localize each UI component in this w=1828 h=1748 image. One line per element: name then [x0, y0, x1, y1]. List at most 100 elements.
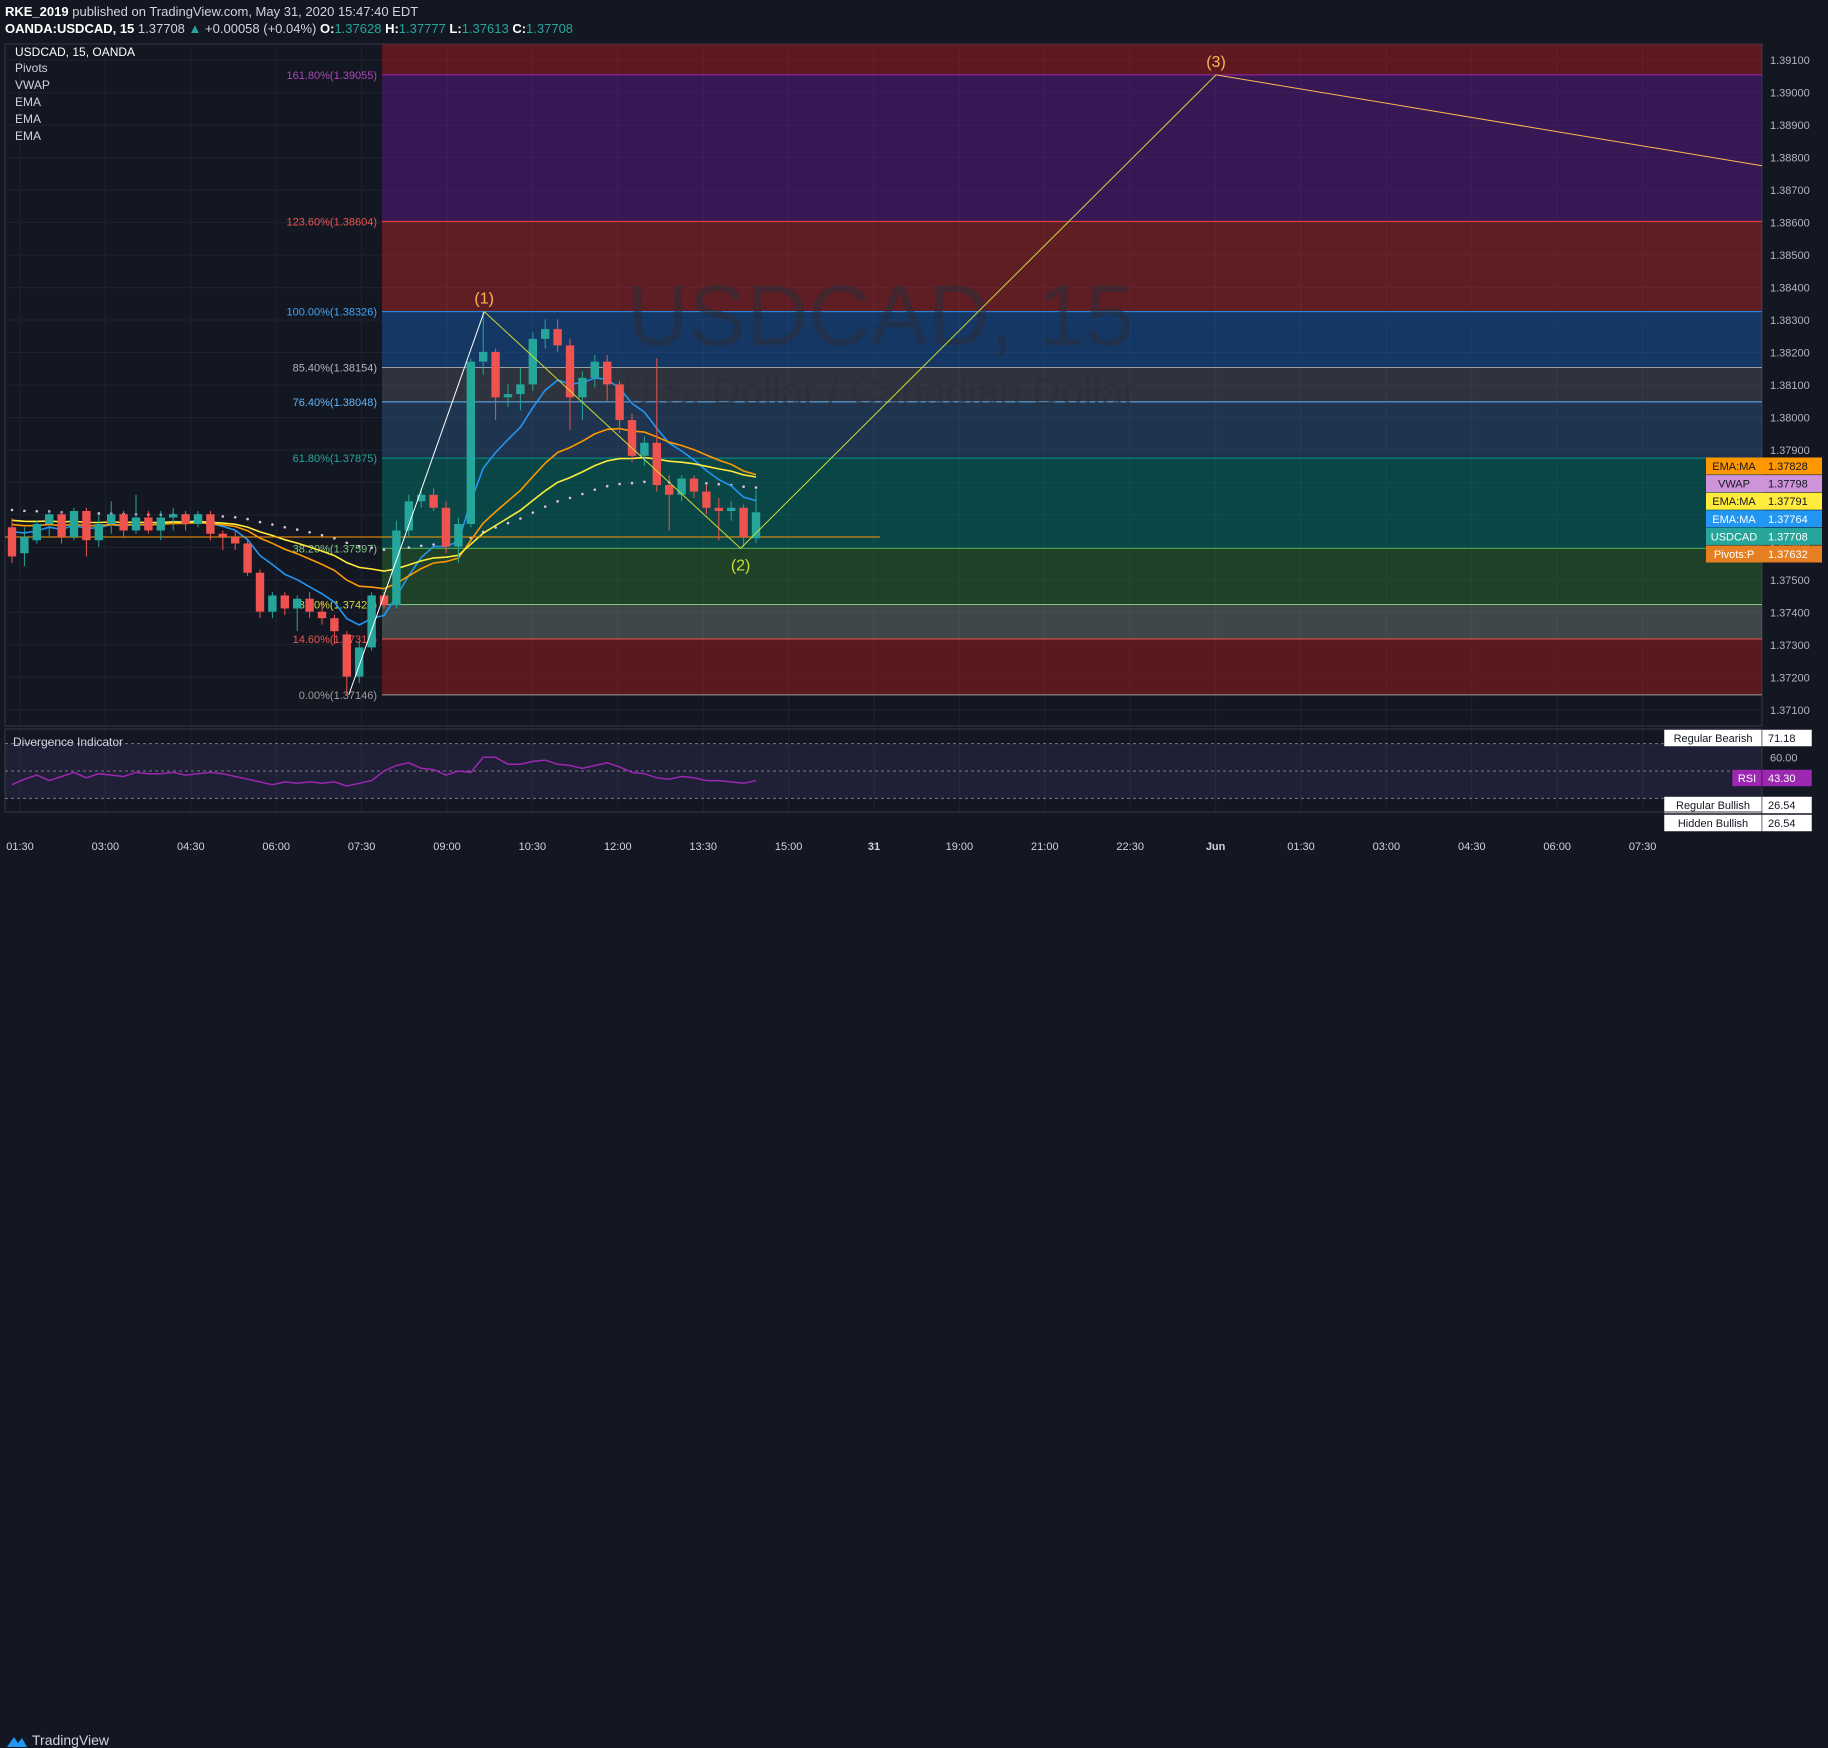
- candle-body[interactable]: [739, 507, 748, 537]
- candle-body[interactable]: [640, 442, 649, 456]
- candle-body[interactable]: [280, 595, 289, 609]
- fib-extension[interactable]: 0.00%(1.37146)14.60%(1.37318)23.60%(1.37…: [286, 44, 1762, 702]
- candle-body[interactable]: [392, 530, 401, 606]
- candle-body[interactable]: [330, 618, 339, 632]
- candle-body[interactable]: [218, 533, 227, 537]
- vwap-dot: [705, 482, 708, 485]
- candle-body[interactable]: [665, 485, 674, 495]
- candle-body[interactable]: [156, 517, 165, 531]
- candle-body[interactable]: [69, 511, 79, 537]
- candle-body[interactable]: [479, 351, 488, 362]
- candle-body[interactable]: [367, 595, 376, 648]
- candle-body[interactable]: [491, 351, 500, 398]
- candle-body[interactable]: [45, 514, 54, 524]
- vwap-dot: [643, 480, 646, 484]
- candle-body[interactable]: [206, 514, 215, 534]
- candle-body[interactable]: [20, 536, 29, 554]
- wave-label-3[interactable]: (3): [1206, 54, 1226, 71]
- candle-body[interactable]: [181, 514, 190, 524]
- candle-body[interactable]: [417, 494, 426, 502]
- candle-body[interactable]: [553, 329, 562, 346]
- candle-body[interactable]: [565, 345, 575, 398]
- candle-body[interactable]: [193, 514, 203, 524]
- tradingview-logo[interactable]: TradingView: [6, 1732, 109, 1748]
- candle-body[interactable]: [144, 517, 153, 531]
- candle-body[interactable]: [94, 523, 103, 541]
- wave-label-1[interactable]: (1): [474, 291, 494, 308]
- candle-body[interactable]: [751, 512, 761, 539]
- price-chart[interactable]: 0.00%(1.37146)14.60%(1.37318)23.60%(1.37…: [0, 40, 1828, 862]
- elliott-waves[interactable]: (1) (2) (3): [348, 54, 1763, 695]
- legend-item-ema[interactable]: EMA: [15, 95, 41, 109]
- legend-item-vwap[interactable]: VWAP: [15, 78, 50, 92]
- candle-body[interactable]: [528, 338, 537, 385]
- candle-body[interactable]: [268, 595, 277, 612]
- vwap-dot: [717, 482, 721, 486]
- candle-body[interactable]: [627, 420, 637, 456]
- legend: USDCAD, 15, OANDA Pivots VWAP EMA EMA EM…: [15, 45, 135, 143]
- candle-body[interactable]: [541, 329, 550, 339]
- rsi-tag-name: RSI: [1738, 773, 1756, 785]
- candle-body[interactable]: [243, 543, 252, 573]
- candle-body[interactable]: [82, 511, 91, 541]
- candle-body[interactable]: [603, 361, 612, 385]
- vwap-dot: [10, 508, 14, 512]
- candle-body[interactable]: [379, 595, 389, 606]
- candle-body[interactable]: [355, 647, 364, 677]
- candle-body[interactable]: [429, 494, 438, 508]
- wave-leg[interactable]: [740, 74, 1217, 549]
- time-axis[interactable]: 01:30 03:00 04:30 06:00 07:30 09:00 10:30 12:00…: [5, 811, 1762, 853]
- candle-body[interactable]: [714, 507, 723, 512]
- author-name[interactable]: RKE_2019: [5, 4, 69, 19]
- candle-body[interactable]: [702, 491, 711, 508]
- fib-level-label: 85.40%(1.38154): [293, 362, 377, 374]
- candle-body[interactable]: [305, 598, 314, 612]
- candle-body[interactable]: [503, 394, 513, 398]
- candle-body[interactable]: [441, 507, 451, 547]
- wave-leg[interactable]: [483, 311, 741, 549]
- candle-body[interactable]: [677, 478, 686, 495]
- candle-body[interactable]: [293, 598, 302, 609]
- wave-label-2[interactable]: (2): [731, 557, 751, 574]
- price-tick: 1.37500: [1770, 575, 1810, 587]
- candle-body[interactable]: [7, 527, 17, 557]
- candle-body[interactable]: [454, 523, 463, 547]
- candle-body[interactable]: [107, 514, 116, 524]
- rsi-pane[interactable]: 60.00 Regular Bearish 71.18 RSI 43.30 Regular…: [5, 729, 1813, 832]
- vwap-dot: [97, 512, 101, 515]
- candle-body[interactable]: [231, 536, 240, 544]
- candle-body[interactable]: [689, 478, 699, 492]
- candle-body[interactable]: [317, 611, 327, 619]
- candle-body[interactable]: [119, 514, 128, 531]
- candle-body[interactable]: [466, 361, 475, 524]
- open-value: 1.37628: [334, 21, 382, 36]
- legend-item-pivots[interactable]: Pivots: [15, 61, 48, 75]
- candle-body[interactable]: [342, 634, 351, 677]
- time-tick: 19:00: [946, 841, 974, 853]
- candle-body[interactable]: [615, 384, 624, 421]
- candle-body[interactable]: [516, 384, 525, 395]
- candle-body[interactable]: [404, 501, 413, 531]
- candle-body[interactable]: [32, 523, 41, 541]
- candle-body[interactable]: [169, 514, 178, 518]
- candle-body[interactable]: [652, 442, 661, 486]
- legend-item-ema[interactable]: EMA: [15, 112, 41, 126]
- rsi-title[interactable]: Divergence Indicator: [13, 735, 123, 749]
- candle-body[interactable]: [255, 572, 265, 612]
- wave-leg[interactable]: [1215, 74, 1763, 167]
- candle-body[interactable]: [727, 507, 736, 512]
- candle-body[interactable]: [590, 361, 599, 378]
- price-axis[interactable]: 1.37100 1.37200 1.37300 1.37400 1.37500 1.376…: [1770, 55, 1810, 717]
- vwap-dot: [593, 488, 597, 491]
- candle-body[interactable]: [131, 517, 141, 531]
- symbol-label[interactable]: OANDA:USDCAD, 15: [5, 21, 135, 36]
- price-tag-value: 1.37828: [1768, 461, 1808, 473]
- candle-body[interactable]: [57, 514, 66, 537]
- fib-zone: [382, 221, 1762, 312]
- up-arrow-icon: ▲: [188, 21, 202, 36]
- legend-item-ema[interactable]: EMA: [15, 129, 41, 143]
- vwap-dot: [283, 525, 287, 529]
- candles[interactable]: [5, 311, 880, 695]
- wave-leg[interactable]: [348, 311, 485, 695]
- candle-body[interactable]: [578, 377, 587, 398]
